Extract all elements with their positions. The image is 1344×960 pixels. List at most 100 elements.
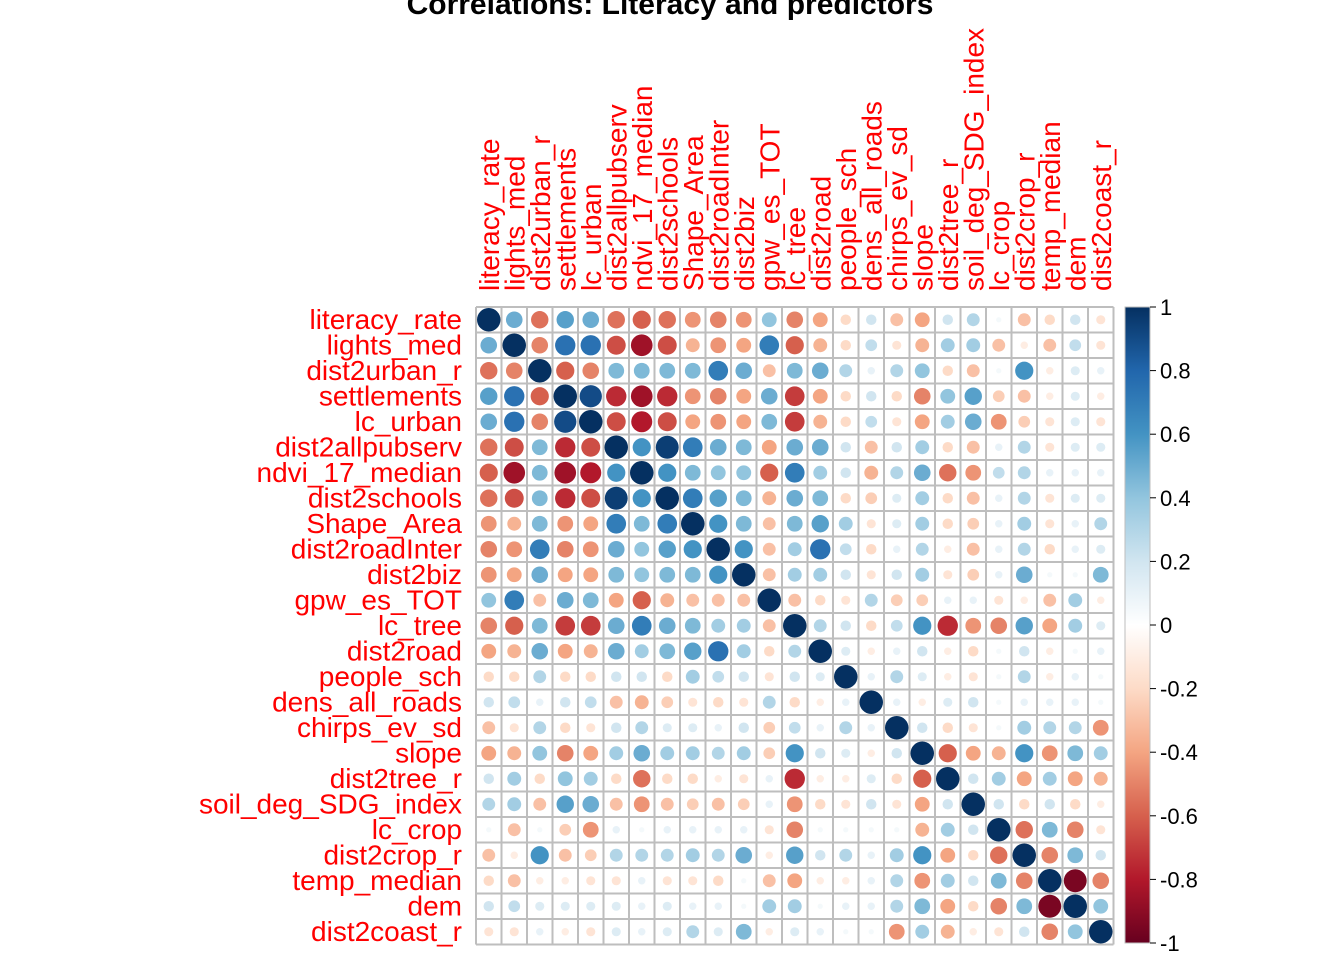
correlation-circle xyxy=(686,798,699,811)
correlation-circle xyxy=(834,665,858,689)
correlation-circle xyxy=(708,641,729,662)
correlation-circle xyxy=(709,565,728,584)
correlation-circle xyxy=(662,876,672,886)
correlation-circle xyxy=(940,847,956,863)
row-label: dist2urban_r xyxy=(306,355,462,386)
correlation-circle xyxy=(1038,869,1062,893)
correlation-circle xyxy=(764,672,774,682)
correlation-circle xyxy=(684,311,701,328)
correlation-circle xyxy=(1071,545,1079,553)
correlation-circle xyxy=(890,466,904,480)
correlation-circle xyxy=(582,311,600,329)
correlation-circle xyxy=(784,386,805,407)
correlation-circle xyxy=(817,903,823,909)
correlation-circle xyxy=(554,410,577,433)
correlation-circle xyxy=(996,674,1002,680)
correlation-circle xyxy=(583,516,599,532)
correlation-circle xyxy=(865,415,878,428)
colorbar-tick-label: -0.4 xyxy=(1160,740,1198,765)
correlation-circle xyxy=(1018,415,1031,428)
correlation-circle xyxy=(913,464,931,482)
correlation-circle xyxy=(866,391,877,402)
correlation-circle xyxy=(785,744,804,763)
correlation-circle xyxy=(788,644,802,658)
correlation-circle xyxy=(684,642,702,660)
correlation-circle xyxy=(477,308,501,332)
correlation-circle xyxy=(995,494,1003,502)
correlation-circle xyxy=(866,774,876,784)
correlation-circle xyxy=(557,643,573,659)
correlation-circle xyxy=(867,877,875,885)
colorbar-tick-label: 0.8 xyxy=(1160,359,1191,384)
correlation-circle xyxy=(681,512,705,536)
correlation-circle xyxy=(890,670,904,684)
correlation-circle xyxy=(508,696,521,709)
colorbar-tick-label: -0.8 xyxy=(1160,867,1198,892)
correlation-circle xyxy=(1096,544,1106,554)
correlation-circle xyxy=(840,569,851,580)
correlation-circle xyxy=(604,486,628,510)
correlation-circle xyxy=(662,901,672,911)
correlation-circle xyxy=(586,876,596,886)
row-label: lc_crop xyxy=(372,814,462,845)
colorbar-tick-label: -0.6 xyxy=(1160,804,1198,829)
correlation-circle xyxy=(737,798,750,811)
correlation-circle xyxy=(583,771,598,786)
correlation-circle xyxy=(732,563,756,587)
column-label: dist2tree_r xyxy=(933,159,964,291)
correlation-circle xyxy=(508,900,521,913)
correlation-circle xyxy=(1068,721,1082,735)
correlation-circle xyxy=(1094,517,1108,531)
correlation-circle xyxy=(1016,898,1033,915)
correlation-circle xyxy=(894,827,900,833)
correlation-circle xyxy=(943,697,953,707)
correlation-circle xyxy=(762,619,776,633)
correlation-circle xyxy=(507,874,521,888)
correlation-circle xyxy=(582,795,600,813)
correlation-circle xyxy=(915,516,930,531)
correlation-circle xyxy=(942,314,953,325)
correlation-circle xyxy=(685,848,700,863)
correlation-circle xyxy=(631,411,653,433)
correlation-circle xyxy=(504,411,525,432)
correlation-circle xyxy=(892,799,902,809)
correlation-circle xyxy=(808,639,832,663)
correlation-circle xyxy=(942,493,953,504)
correlation-circle xyxy=(561,928,569,936)
correlation-circle xyxy=(1067,745,1084,762)
correlation-circle xyxy=(915,338,930,353)
colorbar-tick-label: 1 xyxy=(1160,295,1172,320)
correlation-circle xyxy=(1070,314,1081,325)
correlation-circle xyxy=(915,491,930,506)
correlation-circle xyxy=(839,364,853,378)
correlation-circle xyxy=(555,437,576,458)
correlation-circle xyxy=(968,875,979,886)
correlation-circle xyxy=(533,670,547,684)
correlation-circle xyxy=(735,846,753,864)
correlation-circle xyxy=(992,466,1005,479)
correlation-circle xyxy=(608,592,624,608)
column-label: dist2road xyxy=(805,176,836,291)
correlation-circle xyxy=(535,901,545,911)
correlation-circle xyxy=(686,593,700,607)
column-label: dist2crop_r xyxy=(1009,152,1040,291)
correlation-circle xyxy=(816,775,824,783)
correlation-circle xyxy=(632,310,651,329)
correlation-circle xyxy=(1045,519,1055,529)
correlation-circle xyxy=(480,438,498,456)
correlation-circle xyxy=(762,695,776,709)
correlation-circle xyxy=(783,614,807,638)
correlation-circle xyxy=(560,697,571,708)
correlation-circle xyxy=(531,464,548,481)
correlation-circle xyxy=(1015,821,1033,839)
correlation-circle xyxy=(506,541,523,558)
correlation-circle xyxy=(892,493,902,503)
correlation-circle xyxy=(582,362,600,380)
correlation-circle xyxy=(859,690,883,714)
correlation-circle xyxy=(655,435,679,459)
correlation-circle xyxy=(481,745,497,761)
row-label: lc_tree xyxy=(378,610,462,641)
correlation-circle xyxy=(483,901,494,912)
correlation-circle xyxy=(1016,771,1032,787)
column-label: dist2biz xyxy=(729,196,760,291)
